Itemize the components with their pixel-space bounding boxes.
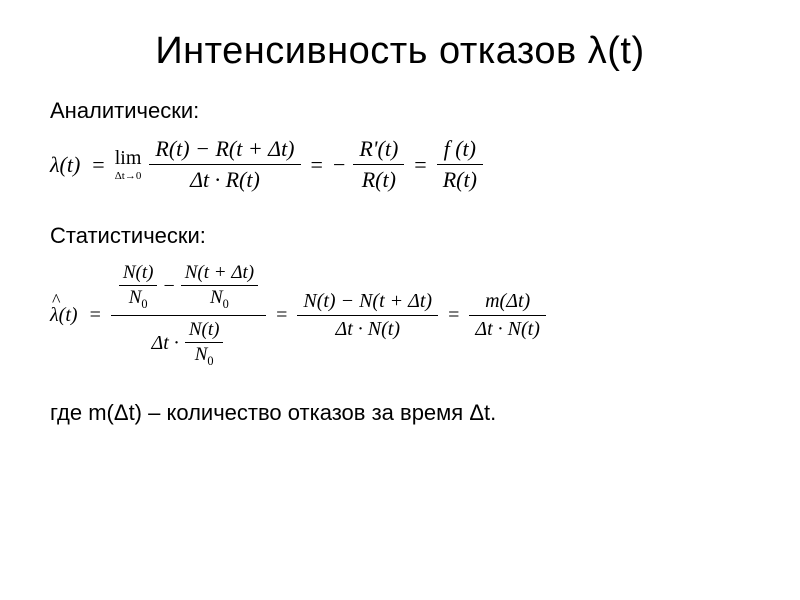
f2-nf1: N(t) N0 [119,261,158,313]
f1-lhs: λ(t) [50,152,80,178]
f2-mid-den: Δt · N(t) [329,316,406,343]
f2-lhs: λ(t) [50,304,78,327]
equals-4: = [90,304,101,327]
f2-bigfrac-num: N(t) N0 − N(t + Δt) N0 [111,259,266,315]
f2-nf2-num: N(t + Δt) [181,261,258,285]
f2-denfrac-den: N0 [191,343,218,370]
minus-sign: − [333,152,345,178]
equals-3: = [414,152,426,178]
f1-frac2-num: R'(t) [353,134,404,164]
minus-sign-2: − [163,275,174,298]
equals-1: = [92,152,104,178]
f1-frac3: f (t) R(t) [437,134,483,195]
f2-denfrac-den-n: N [195,344,208,365]
f1-frac2-den: R(t) [356,165,402,195]
f1-frac1-num: R(t) − R(t + Δt) [149,134,300,164]
f2-right-den: Δt · N(t) [469,316,546,343]
f2-bigfrac: N(t) N0 − N(t + Δt) N0 Δt · N(t) N0 [111,259,266,372]
formula-statistic: λ(t) = N(t) N0 − N(t + Δt) N0 Δt · [50,259,750,372]
slide: Интенсивность отказов λ(t) Аналитически:… [0,0,800,600]
f2-nf2-den: N0 [206,286,233,313]
f2-den-left: Δt · [152,332,179,355]
lim-bottom: Δt→0 [115,170,142,182]
f1-frac2: R'(t) R(t) [353,134,404,195]
f2-midfrac: N(t) − N(t + Δt) Δt · N(t) [297,288,438,343]
equals-5: = [276,304,287,327]
footnote: где m(Δt) – количество отказов за время … [50,400,750,426]
f2-bigfrac-den: Δt · N(t) N0 [146,316,232,372]
f2-nf1-den-sub: 0 [141,297,147,311]
f1-frac3-num: f (t) [438,134,482,164]
equals-6: = [448,304,459,327]
lim-top: lim [115,147,142,170]
page-title: Интенсивность отказов λ(t) [50,30,750,73]
f2-nf1-den-n: N [129,287,142,308]
f2-nf1-den: N0 [125,286,152,313]
f2-lhs-arg: (t) [59,304,78,327]
f2-denfrac: N(t) N0 [185,318,224,370]
f2-denfrac-num: N(t) [185,318,224,342]
f1-frac3-den: R(t) [437,165,483,195]
f2-nf2-den-sub: 0 [223,297,229,311]
statistic-label: Статистически: [50,223,750,249]
f2-nf2-den-n: N [210,287,223,308]
f2-nf1-num: N(t) [119,261,158,285]
f1-frac1-den: Δt · R(t) [184,165,266,195]
f1-frac1: R(t) − R(t + Δt) Δt · R(t) [149,134,300,195]
f2-denfrac-den-sub: 0 [207,354,213,368]
f2-right-num: m(Δt) [479,288,536,315]
analytic-label: Аналитически: [50,98,750,124]
lambda-hat: λ [50,304,59,327]
f2-mid-num: N(t) − N(t + Δt) [297,288,438,315]
limit: lim Δt→0 [115,147,142,182]
equals-2: = [311,152,323,178]
f2-rightfrac: m(Δt) Δt · N(t) [469,288,546,343]
formula-analytic: λ(t) = lim Δt→0 R(t) − R(t + Δt) Δt · R(… [50,134,750,195]
f2-nf2: N(t + Δt) N0 [181,261,258,313]
